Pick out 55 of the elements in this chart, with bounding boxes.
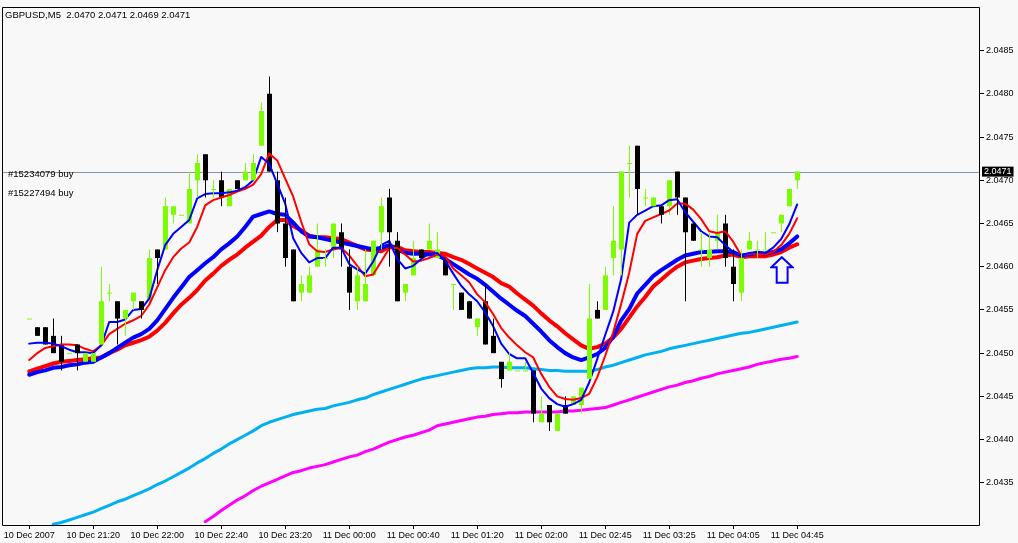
y-tick-label: 2.0460 (986, 261, 1014, 272)
y-tick-label: 2.0480 (986, 88, 1014, 99)
candlestick (251, 153, 256, 181)
chart-title: GBPUSD,M5 2.0470 2.0471 2.0469 2.0471 (5, 8, 191, 20)
candlestick (123, 309, 128, 337)
x-tick-label: 11 Dec 02:45 (578, 529, 632, 540)
y-tick-label: 2.0465 (986, 217, 1014, 228)
candlestick (699, 231, 704, 268)
candlestick (75, 343, 80, 371)
annotation: #15234079 buy (8, 167, 74, 179)
candlestick (731, 248, 736, 302)
candlestick (211, 179, 216, 199)
candlestick (627, 145, 632, 199)
x-tick-label: 10 Dec 2007 (3, 529, 55, 540)
x-tick-label: 10 Dec 23:20 (258, 529, 312, 540)
candlestick (339, 222, 344, 268)
candlestick (323, 248, 328, 268)
y-tick-label: 2.0475 (986, 131, 1014, 142)
candlestick (643, 188, 648, 207)
x-tick-label: 11 Dec 03:25 (642, 529, 696, 540)
x-tick-label: 11 Dec 01:20 (450, 529, 504, 540)
candlestick (115, 300, 120, 345)
x-tick-label: 11 Dec 04:45 (770, 529, 824, 540)
candlestick (107, 283, 112, 302)
y-tick-label: 2.0470 (986, 174, 1014, 185)
annotation: #15227494 buy (8, 186, 74, 198)
candlestick (363, 248, 368, 302)
candlestick (299, 274, 304, 302)
candlestick (499, 361, 504, 389)
x-tick-label: 11 Dec 00:40 (386, 529, 440, 540)
candlestick (547, 404, 552, 432)
candlestick (763, 231, 768, 251)
candlestick (539, 395, 544, 423)
candlestick (755, 240, 760, 259)
y-tick-label: 2.0455 (986, 304, 1014, 315)
y-tick-label: 2.0445 (986, 390, 1014, 401)
candlestick (427, 222, 432, 250)
x-tick-label: 10 Dec 21:20 (66, 529, 120, 540)
x-tick-label: 11 Dec 04:05 (706, 529, 760, 540)
y-tick-label: 2.0440 (986, 434, 1014, 445)
candlestick (491, 318, 496, 354)
y-tick-label: 2.0450 (986, 347, 1014, 358)
candlestick (195, 153, 200, 199)
ref-line-label: 2.0471 (984, 166, 1012, 177)
candlestick (155, 248, 160, 285)
candlestick (307, 266, 312, 294)
x-tick-label: 11 Dec 02:00 (514, 529, 568, 540)
candlestick (707, 231, 712, 268)
y-tick-label: 2.0485 (986, 45, 1014, 56)
x-tick-label: 11 Dec 00:00 (322, 529, 376, 540)
candlestick (451, 283, 456, 311)
x-tick-label: 10 Dec 22:40 (194, 529, 248, 540)
y-tick-label: 2.0435 (986, 477, 1014, 488)
x-tick-label: 10 Dec 22:00 (130, 529, 184, 540)
candlestick (611, 205, 616, 276)
